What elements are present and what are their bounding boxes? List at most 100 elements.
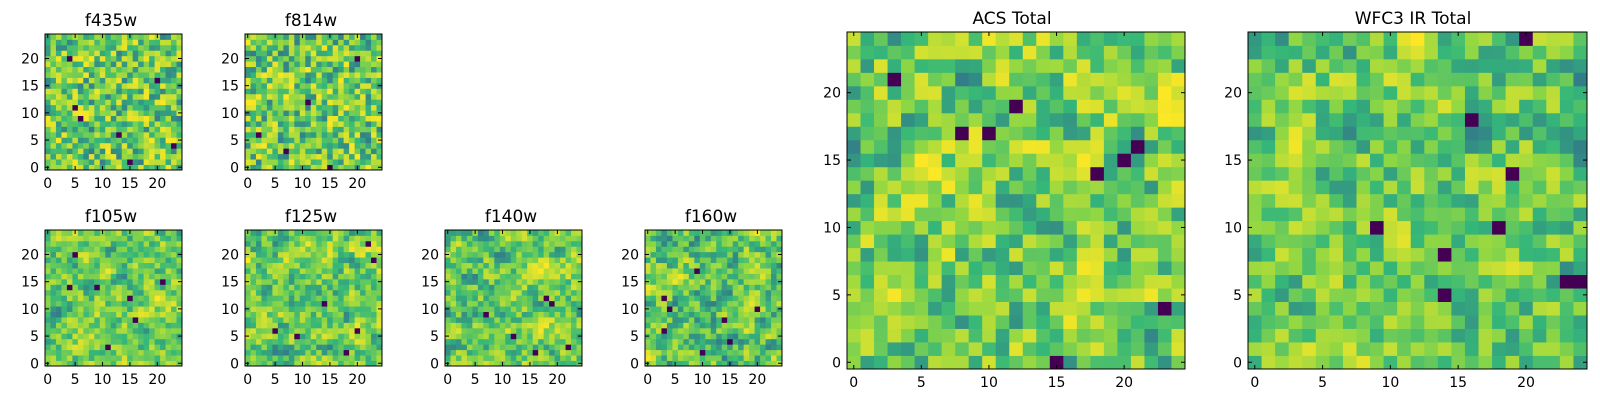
heatmap-cell [283,55,290,62]
heatmap-cell [494,246,501,253]
heatmap-cell [365,104,372,111]
heatmap-cell [477,338,484,345]
heatmap-cell [61,338,68,345]
heatmap-cell [343,257,350,264]
heatmap-cell [176,246,183,253]
heatmap-cell [661,289,668,296]
heatmap-cell [283,349,290,356]
heatmap-cell [1410,315,1425,329]
heatmap-cell [494,235,501,242]
heatmap-cell [299,311,306,318]
heatmap-cell [310,72,317,78]
heatmap-cell [277,72,284,78]
heatmap-cell [321,360,328,367]
heatmap-cell [968,85,983,100]
heatmap-cell [132,240,139,247]
heatmap-cell [914,58,929,73]
heatmap-cell [721,344,728,351]
heatmap-cell [538,240,545,247]
heatmap-cell [982,342,997,356]
y-tick-label: 10 [21,106,39,122]
heatmap-cell [176,262,183,269]
heatmap-cell [494,327,501,334]
heatmap-cell [1144,72,1159,87]
heatmap-cell [316,355,323,361]
heatmap-cell [655,327,662,334]
heatmap-cell [549,295,555,302]
heatmap-cell [294,88,301,95]
heatmap-cell [99,159,106,165]
heatmap-cell [1009,153,1024,168]
heatmap-cell [245,289,251,296]
heatmap-cell [310,317,317,323]
heatmap-cell [94,300,101,307]
heatmap-cell [738,360,745,367]
heatmap-cell [928,328,943,343]
heatmap-cell [705,306,712,312]
heatmap-cell [716,289,723,296]
heatmap-cell [250,72,257,78]
heatmap-cell [310,295,317,302]
heatmap-cell [532,338,539,345]
heatmap-cell [847,32,861,46]
heatmap-cell [360,44,366,51]
heatmap-cell [847,355,861,370]
heatmap-cell [505,311,512,318]
heatmap-cell [466,300,473,307]
heatmap-cell [887,32,902,46]
heatmap-cell [847,112,861,127]
heatmap-cell [305,251,312,258]
heatmap-cell [255,110,262,116]
heatmap-cell [376,131,383,138]
heatmap-cell [127,121,134,127]
heatmap-cell [488,262,495,269]
heatmap-cell [727,278,734,285]
heatmap-cell [149,137,155,144]
heatmap-cell [771,322,777,329]
heatmap-cell [1370,193,1384,208]
heatmap-cell [294,235,301,242]
heatmap-cell [477,235,484,242]
heatmap-cell [160,322,166,329]
heatmap-cell [874,45,888,60]
heatmap-cell [250,137,257,144]
heatmap-cell [499,327,506,334]
heatmap-cell [332,77,339,84]
heatmap-cell [121,131,128,138]
heatmap-cell [321,300,328,307]
heatmap-cell [250,148,257,155]
y-tick-label: 15 [21,79,39,95]
y-tick-label: 10 [21,302,39,318]
heatmap-cell [928,261,943,276]
heatmap-cell [316,240,323,247]
heatmap-cell [116,327,123,334]
heatmap-cell [527,311,534,318]
heatmap-cell [45,311,51,318]
heatmap-cell [88,349,95,356]
heatmap-cell [321,115,328,122]
heatmap-cell [571,240,577,247]
heatmap-cell [266,61,273,68]
heatmap-cell [154,251,161,258]
heatmap-cell [672,300,679,307]
y-tick-label: 15 [621,275,639,291]
heatmap-cell [874,328,888,343]
heatmap-cell [272,72,279,78]
heatmap-cell [455,311,462,318]
heatmap-cell [360,327,366,334]
heatmap-cell [327,104,334,111]
heatmap-cell [1302,355,1317,370]
heatmap-cell [371,311,377,318]
heatmap-cell [338,104,345,111]
heatmap-cell [1076,274,1091,289]
heatmap-cell [1410,207,1425,222]
heatmap-cell [354,77,361,84]
heatmap-cell [510,338,517,345]
heatmap-cell [461,284,468,291]
heatmap-cell [749,257,755,264]
heatmap-cell [332,55,339,62]
heatmap-cell [72,278,79,285]
heatmap-cell [1302,207,1317,222]
heatmap-cell [571,300,577,307]
heatmap-cell [955,193,970,208]
